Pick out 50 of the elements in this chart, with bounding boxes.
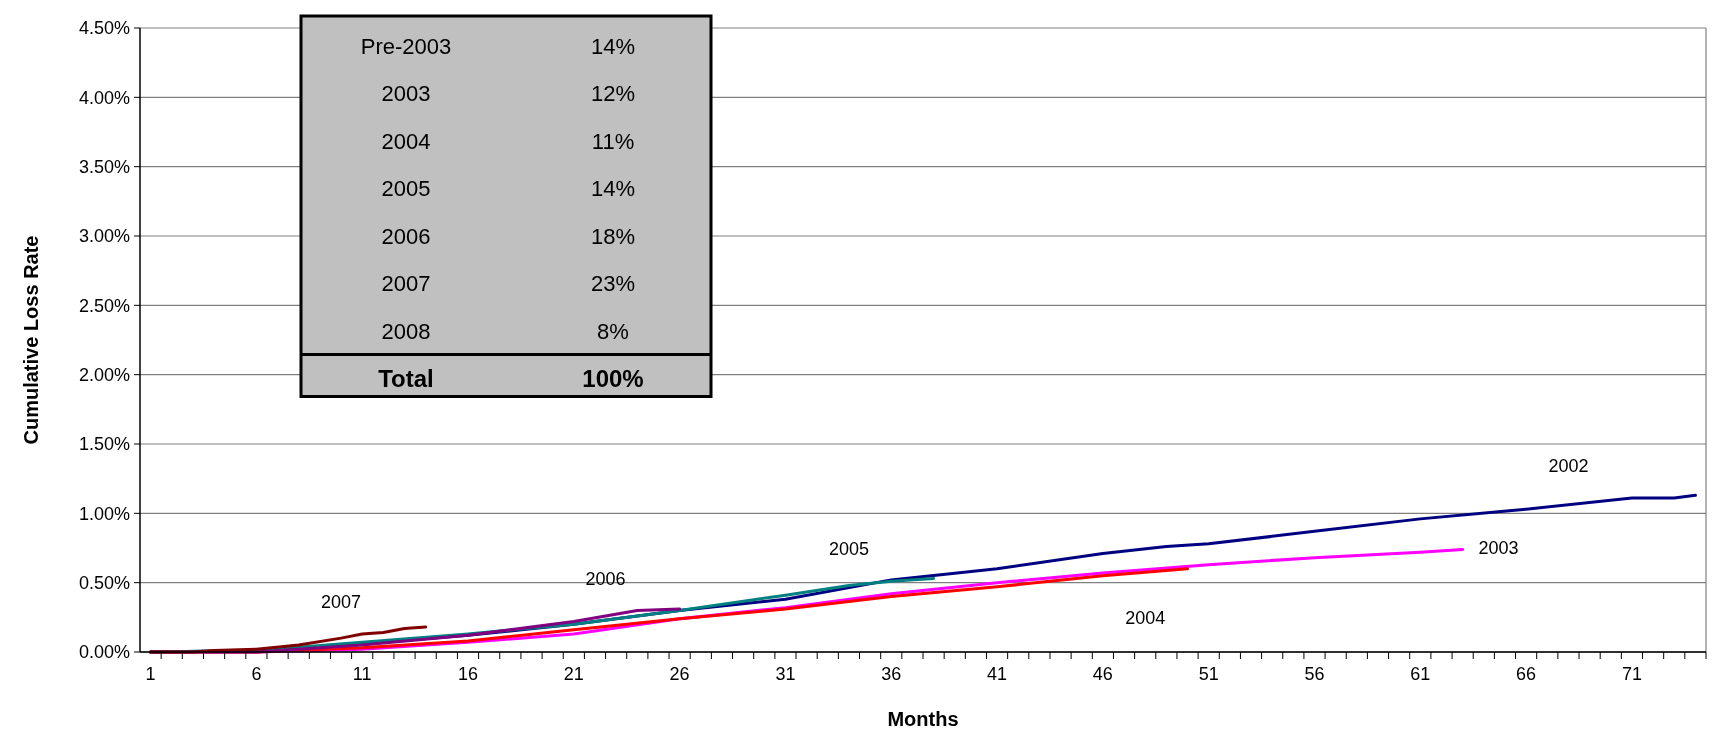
annotation: 2003	[381, 81, 431, 107]
annotation: 2006	[381, 223, 431, 249]
x-tick-label: 46	[1092, 664, 1113, 684]
annotation: 14%	[590, 176, 636, 202]
y-tick-label: 2.00%	[78, 364, 130, 385]
y-tick-label: 3.00%	[78, 226, 130, 247]
x-tick-label: 11	[352, 664, 372, 684]
x-tick-label: 21	[563, 664, 584, 684]
series-label: 2004	[1125, 608, 1166, 629]
x-tick-label: 66	[1516, 664, 1537, 684]
annotation: Pre-2003	[360, 33, 452, 59]
annotation: Total	[378, 364, 434, 392]
annotation: 8%	[597, 318, 629, 344]
series-label: 2005	[828, 538, 869, 559]
annotation: 2005	[381, 176, 431, 202]
annotation: 2007	[381, 271, 431, 297]
x-tick-label: 31	[775, 664, 796, 684]
annotation: 2008	[381, 318, 431, 344]
series-label: 2002	[1548, 455, 1589, 476]
x-tick-label: 1	[145, 664, 156, 684]
x-tick-label: 71	[1621, 664, 1642, 684]
x-tick-label: 56	[1304, 664, 1325, 684]
x-tick-label: 41	[987, 664, 1008, 684]
annotation: 2004	[381, 128, 431, 154]
y-tick-label: 3.50%	[78, 156, 130, 177]
annotation: 14%	[590, 33, 636, 59]
x-tick-label: 51	[1198, 664, 1219, 684]
y-tick-label: 0.50%	[78, 572, 130, 593]
y-tick-label: 1.50%	[78, 434, 130, 455]
x-tick-label: 6	[251, 664, 262, 684]
annotation: 11%	[591, 128, 635, 154]
annotation: 18%	[590, 223, 636, 249]
x-axis-title: Months	[887, 708, 959, 730]
x-tick-label: 16	[458, 664, 479, 684]
series-label: 2006	[585, 569, 626, 590]
x-tick-label: 61	[1410, 664, 1431, 684]
y-tick-label: 0.00%	[78, 642, 130, 663]
line-series	[149, 625, 428, 654]
annotation: 100%	[582, 364, 644, 392]
x-tick-label: 26	[669, 664, 690, 684]
y-axis-title: Cumulative Loss Rate	[20, 235, 42, 445]
x-tick-label: 36	[881, 664, 902, 684]
annotation: 23%	[590, 271, 636, 297]
annotation: 12%	[590, 81, 636, 107]
y-tick-label: 1.00%	[78, 503, 130, 524]
y-tick-label: 2.50%	[78, 295, 130, 316]
series-label: 2003	[1478, 537, 1519, 558]
y-tick-label: 4.50%	[78, 18, 130, 39]
series-label: 2007	[321, 591, 362, 612]
y-tick-label: 4.00%	[78, 87, 130, 108]
